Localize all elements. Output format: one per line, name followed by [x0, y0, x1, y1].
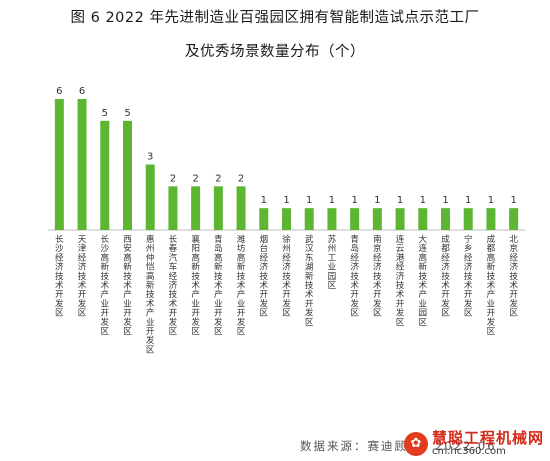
category-label: 青岛经济技术开发区 [350, 233, 359, 319]
data-label: 1 [420, 195, 426, 206]
bar [372, 208, 382, 230]
category-label: 北京经济技术开发区 [509, 234, 518, 319]
data-label: 1 [465, 195, 471, 206]
category-label: 苏州工业园区 [328, 233, 337, 291]
bar [486, 208, 496, 230]
data-label: 6 [56, 86, 62, 97]
bar [145, 164, 155, 230]
data-label: 1 [351, 195, 357, 206]
data-label: 2 [170, 173, 176, 184]
category-label: 长春汽车经济技术开发区 [169, 233, 178, 337]
bar [395, 208, 405, 230]
bar [123, 120, 132, 230]
data-label: 5 [124, 108, 130, 119]
category-label: 天津经济技术开发区 [78, 235, 87, 319]
data-label: 1 [488, 195, 494, 206]
data-label: 6 [79, 86, 85, 97]
category-label: 成都经济技术开发区 [441, 233, 450, 319]
bar [418, 208, 428, 230]
category-label: 长沙经济技术开发区 [55, 233, 64, 319]
category-label: 徐州经济技术开发区 [282, 233, 291, 319]
bar [54, 99, 64, 230]
category-label: 襄阳高新技术产业开发区 [191, 233, 200, 337]
category-label: 烟台经济技术开发区 [259, 234, 268, 319]
category-label: 长沙高新技术产业开发区 [100, 233, 109, 337]
bar [259, 208, 269, 230]
data-label: 1 [283, 195, 289, 206]
category-label: 连云港经济技术开发区 [396, 233, 405, 328]
category-label: 大连高新技术产业园区 [418, 233, 427, 328]
watermark-name: 慧聪工程机械网 [431, 428, 544, 447]
data-label: 2 [192, 173, 198, 184]
bar [236, 186, 246, 230]
chart-title-line2: 及优秀场景数量分布（个） [185, 44, 365, 60]
category-label: 武汉东湖新技术开发区 [305, 233, 314, 328]
category-label: 青岛高新技术产业开发区 [214, 233, 223, 337]
bar [350, 208, 360, 230]
data-label: 1 [442, 195, 448, 206]
category-label: 成都高新技术产业开发区 [487, 233, 496, 337]
data-label: 5 [102, 108, 108, 119]
bar [441, 208, 450, 230]
bar [463, 208, 473, 230]
data-label: 1 [397, 195, 403, 206]
chart-title-line1: 图 6 2022 年先进制造业百强园区拥有智能制造试点示范工厂 [70, 10, 480, 26]
bar [100, 120, 110, 230]
data-label: 1 [510, 195, 516, 206]
category-label: 惠州仲恺高新技术产业开发区 [146, 233, 155, 355]
bar [509, 208, 519, 230]
data-label: 1 [329, 195, 335, 206]
watermark-logo-icon: ✿ [403, 431, 428, 456]
data-source-note: 数据来源：赛迪顾问，2022,06 [300, 439, 497, 453]
data-label: 1 [374, 195, 380, 206]
bar [304, 208, 314, 230]
bar [282, 208, 291, 230]
watermark-url: cm.hc360.com [431, 445, 506, 457]
bar [77, 99, 87, 230]
category-label: 宁乡经济技术开发区 [464, 233, 473, 319]
bar [327, 208, 337, 230]
data-label: 3 [147, 152, 153, 163]
category-label: 西安高新技术产业开发区 [123, 234, 132, 337]
bar [168, 186, 178, 230]
watermark: ✿ 慧聪工程机械网 cm.hc360.com [403, 428, 544, 457]
category-label: 南京经济技术开发区 [373, 233, 382, 319]
data-label: 1 [306, 195, 312, 206]
bar [213, 186, 223, 230]
category-label: 潍坊高新技术产业开发区 [237, 233, 246, 337]
bar [191, 186, 201, 230]
data-label: 2 [238, 173, 244, 184]
data-label: 2 [215, 173, 221, 184]
data-label: 1 [261, 195, 267, 206]
